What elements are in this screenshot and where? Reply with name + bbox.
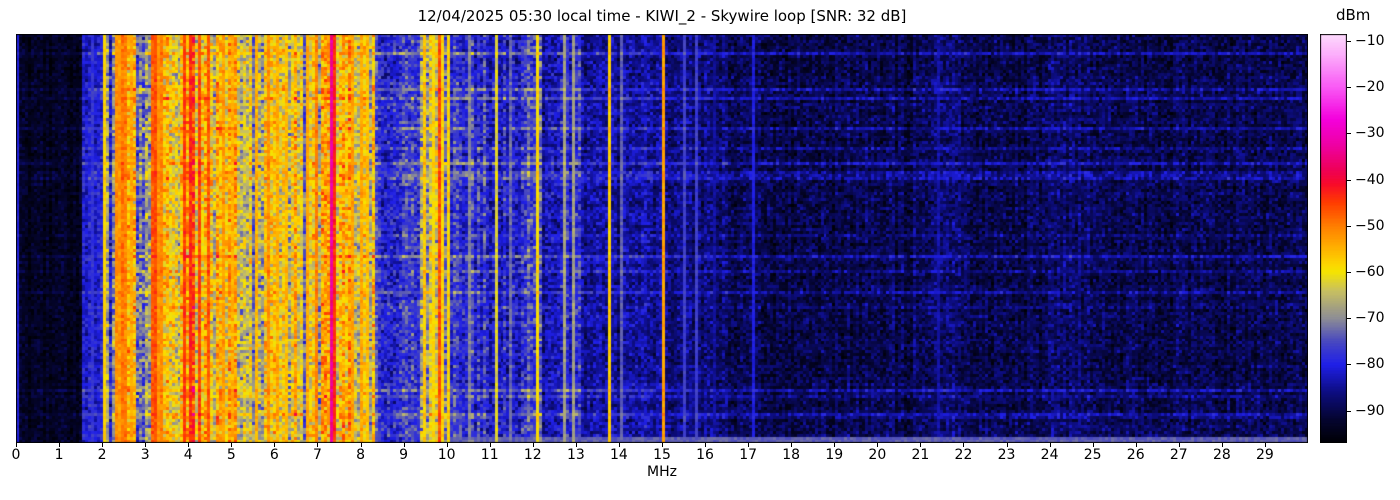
x-tick-label: 17 — [739, 447, 758, 463]
x-tick-mark — [1178, 443, 1180, 447]
x-tick-label: 14 — [610, 447, 628, 463]
colorbar-tick-mark — [1347, 225, 1351, 227]
x-tick-label: 24 — [1040, 447, 1059, 463]
x-tick-label: 9 — [399, 447, 409, 463]
x-tick-mark — [748, 443, 750, 447]
x-tick-mark — [403, 443, 405, 447]
x-tick-label: 19 — [825, 447, 844, 463]
colorbar-tick-mark — [1347, 272, 1351, 273]
colorbar-tick-mark — [1347, 40, 1351, 42]
x-tick-label: 28 — [1212, 447, 1231, 463]
x-tick-label: 22 — [954, 447, 973, 463]
x-tick-mark — [920, 443, 922, 447]
x-tick-mark — [662, 443, 663, 447]
x-tick-mark — [145, 443, 147, 447]
colorbar-tick-label: −80 — [1355, 356, 1385, 373]
x-tick-label: 1 — [54, 447, 64, 463]
x-tick-mark — [1221, 443, 1223, 447]
x-tick-mark — [1006, 443, 1008, 447]
x-tick-label: 2 — [97, 447, 107, 463]
x-tick-mark — [1049, 443, 1051, 447]
colorbar-tick-label: −70 — [1355, 310, 1385, 327]
x-tick-mark — [575, 443, 577, 447]
x-tick-label: 12 — [523, 447, 542, 463]
x-tick-mark — [834, 443, 836, 447]
x-tick-mark — [489, 443, 491, 447]
x-tick-mark — [532, 443, 534, 447]
x-tick-mark — [274, 443, 276, 447]
x-tick-mark — [618, 443, 620, 447]
x-tick-mark — [16, 443, 17, 447]
x-tick-label: 6 — [269, 447, 279, 463]
colorbar-tick-label: −90 — [1355, 402, 1385, 419]
x-tick-label: 11 — [480, 447, 499, 463]
x-tick-label: 27 — [1169, 447, 1188, 463]
colorbar-tick-label: −60 — [1355, 264, 1385, 280]
x-tick-label: 7 — [312, 447, 322, 463]
x-tick-label: 23 — [997, 447, 1016, 463]
colorbar-tick-mark — [1347, 133, 1351, 135]
colorbar-tick-mark — [1347, 87, 1351, 89]
x-tick-label: 4 — [183, 447, 193, 463]
x-tick-mark — [231, 443, 233, 447]
x-tick-mark — [705, 443, 707, 447]
x-tick-mark — [1092, 443, 1094, 447]
x-tick-label: 3 — [140, 447, 150, 463]
colorbar-tick-label: −20 — [1355, 79, 1385, 96]
x-tick-mark — [1264, 443, 1266, 447]
x-tick-label: 0 — [11, 447, 21, 463]
x-tick-label: 21 — [911, 447, 930, 463]
x-tick-mark — [360, 443, 362, 447]
x-tick-label: 8 — [356, 447, 365, 463]
x-tick-label: 25 — [1083, 447, 1102, 463]
x-tick-label: 16 — [696, 447, 714, 463]
x-tick-mark — [791, 443, 793, 447]
colorbar-tick-mark — [1347, 410, 1351, 412]
x-tick-mark — [188, 443, 190, 447]
colorbar-tick-mark — [1347, 179, 1351, 181]
colorbar-gradient-canvas — [1320, 34, 1347, 443]
x-tick-mark — [102, 443, 104, 447]
x-tick-label: 26 — [1126, 447, 1145, 463]
x-tick-mark — [1135, 443, 1137, 447]
x-tick-mark — [877, 443, 879, 447]
colorbar-tick-mark — [1347, 318, 1351, 320]
x-tick-label: 15 — [653, 447, 671, 463]
x-tick-mark — [317, 443, 319, 447]
x-tick-label: 13 — [566, 447, 585, 463]
chart-title: 12/04/2025 05:30 local time - KIWI_2 - S… — [417, 7, 907, 25]
colorbar-tick-label: −10 — [1355, 32, 1385, 49]
x-tick-label: 5 — [226, 447, 236, 463]
x-tick-label: 10 — [437, 447, 456, 463]
x-tick-mark — [446, 443, 448, 447]
x-tick-label: 18 — [782, 447, 801, 463]
colorbar-tick-mark — [1347, 364, 1351, 366]
colorbar-unit-label: dBm — [1336, 6, 1371, 24]
x-tick-mark — [59, 443, 61, 447]
x-tick-label: 20 — [868, 447, 887, 463]
colorbar-tick-label: −30 — [1355, 125, 1385, 142]
x-axis-label: MHz — [647, 464, 677, 480]
waterfall-heatmap-canvas — [16, 34, 1308, 443]
x-tick-label: 29 — [1256, 447, 1274, 463]
x-tick-mark — [963, 443, 965, 447]
colorbar-tick-label: −40 — [1355, 171, 1385, 188]
colorbar-tick-label: −50 — [1355, 217, 1385, 234]
